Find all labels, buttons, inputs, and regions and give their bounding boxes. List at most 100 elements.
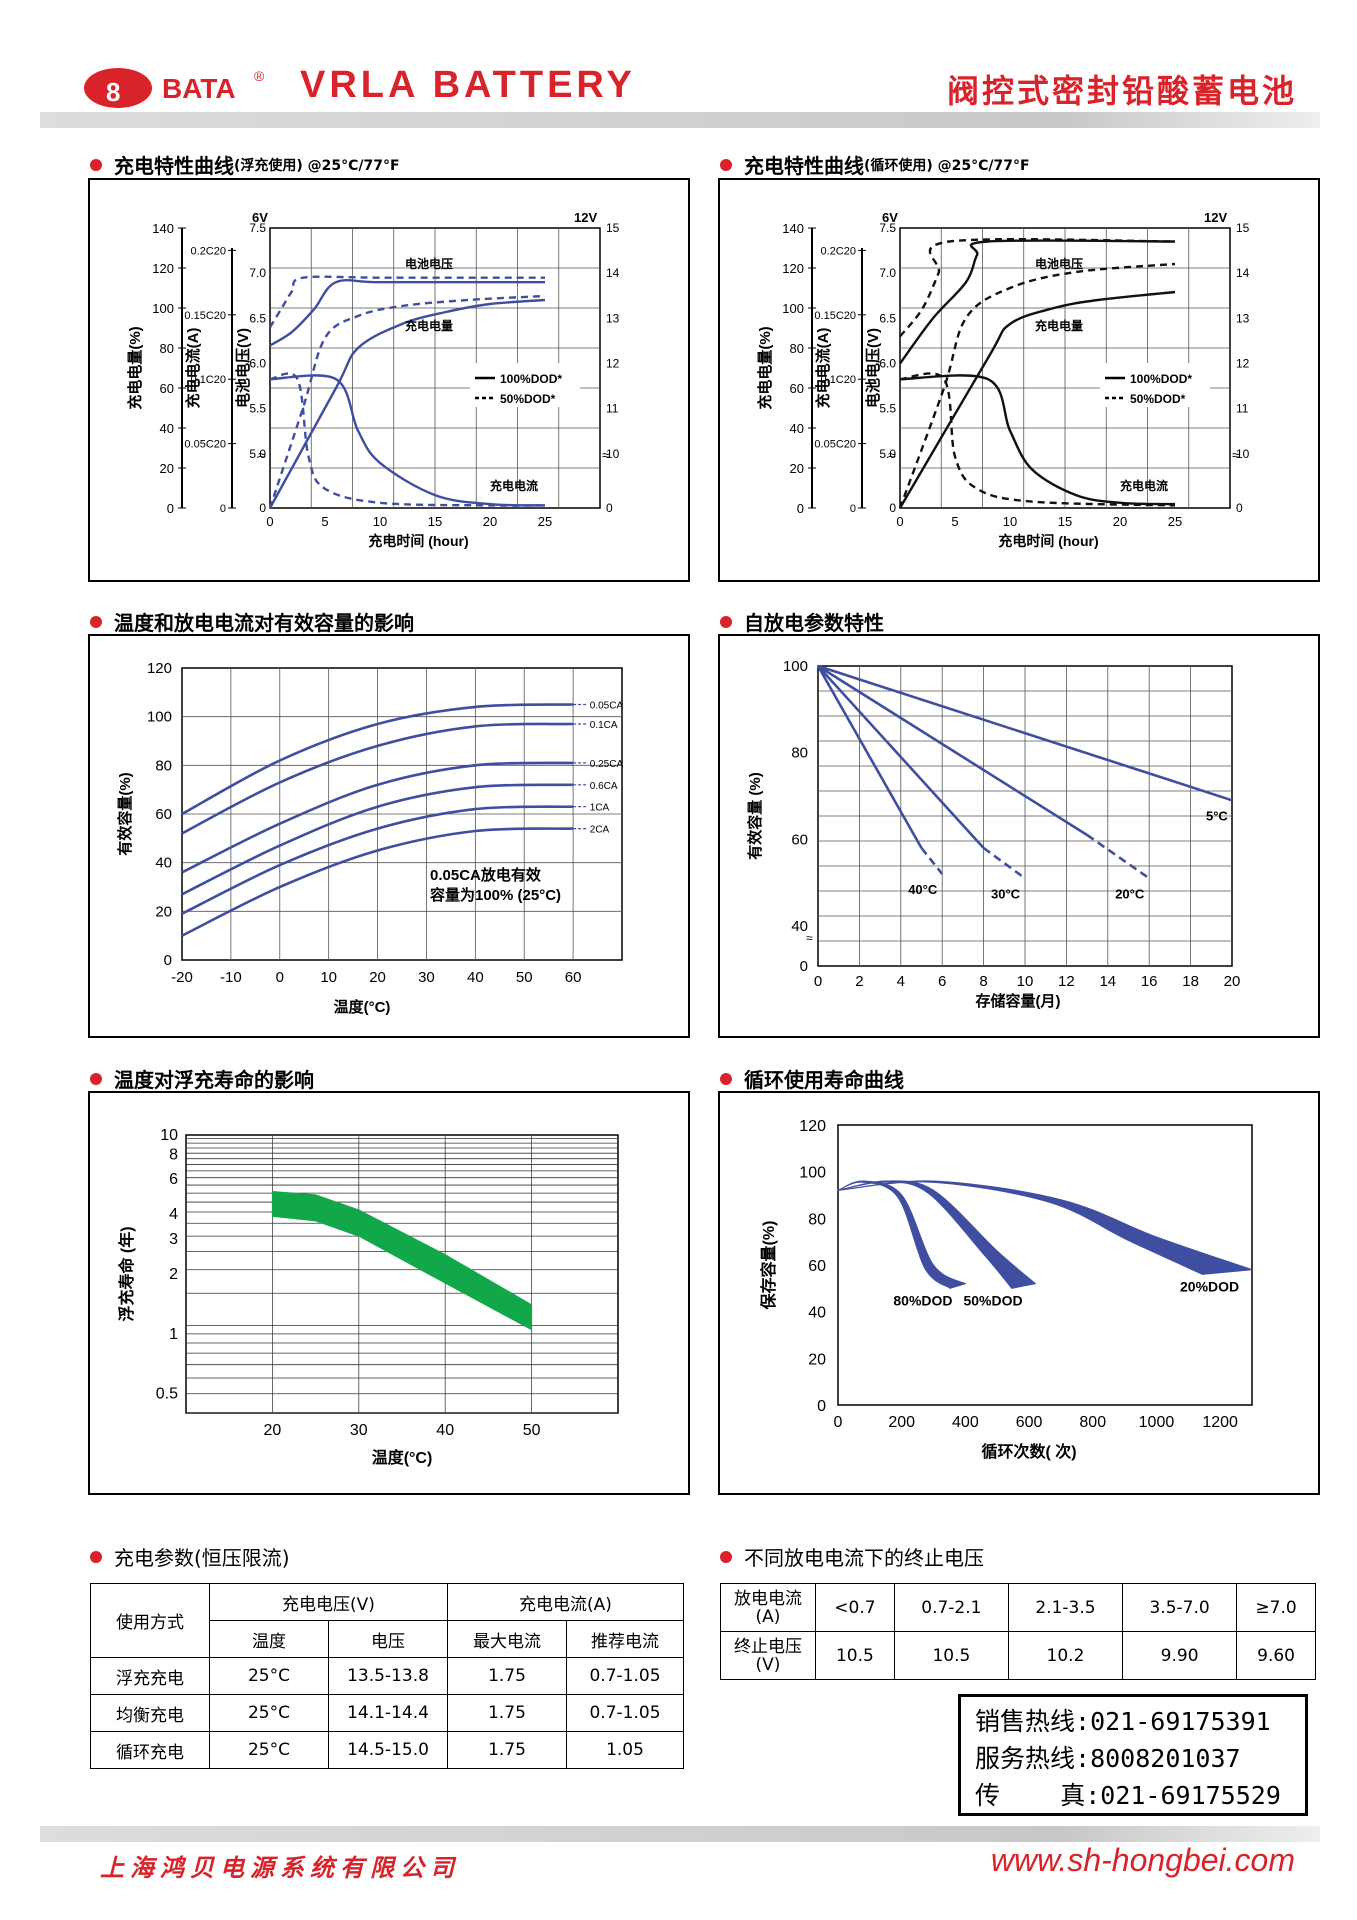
y-tick-label: 7.0 [879, 266, 896, 280]
cell-voltage: 9.60 [1236, 1631, 1316, 1680]
x-tick-label: 200 [888, 1414, 915, 1431]
v6-label: 6V [252, 210, 268, 225]
x-tick-label: 60 [565, 969, 582, 986]
y-tick-label: 20 [155, 903, 172, 920]
table-row: 均衡充电 25°C 14.1-14.4 1.75 0.7-1.05 [90, 1694, 684, 1732]
series-label: 20°C [1115, 886, 1145, 901]
th-rec-current: 推荐电流 [566, 1620, 684, 1658]
y-axis-title: 保存容量(%) [759, 1221, 778, 1311]
x-tick-label: 2 [855, 973, 863, 990]
cell-temp: 25°C [209, 1694, 329, 1732]
y-tick-label: 0 [606, 501, 613, 515]
cell-temp: 25°C [209, 1731, 329, 1769]
series-line [181, 703, 574, 816]
x-tick-label: 0 [266, 514, 273, 529]
x-tick-label: 50 [516, 969, 533, 986]
series-label: 0.25CA [590, 759, 624, 770]
chart-note: 0.05CA放电有效 [430, 866, 542, 884]
cell-current: 3.5-7.0 [1122, 1583, 1238, 1632]
table-row: 放电电流 (A) <0.7 0.7-2.1 2.1-3.5 3.5-7.0 ≥7.… [720, 1583, 1316, 1632]
y-tick-label: 40 [160, 421, 174, 436]
y-tick-label: 0 [1236, 501, 1243, 515]
service-hotline: 服务热线:8008201037 [975, 1744, 1241, 1773]
footer-company: 上海鸿贝电源系统有限公司 [100, 1853, 460, 1882]
fax-line: 传 真:021-69175529 [975, 1781, 1281, 1810]
y-axis-title: 浮充寿命 (年) [117, 1226, 136, 1321]
series-line [269, 372, 546, 507]
y-tick-label: 140 [782, 221, 804, 236]
y-tick-label: 120 [152, 261, 174, 276]
x-axis-title: 温度(°C) [334, 998, 391, 1016]
y-tick-label: 40 [808, 1305, 826, 1322]
section-title-float-life: 温度对浮充寿命的影响 [90, 1064, 314, 1093]
chart-panel-float-charge: 0 20 40 60 80 100 120 140 0 0.05C20 0.1C20 0.15C20 0… [88, 178, 690, 582]
x-tick-label: 20 [1113, 514, 1127, 529]
y-tick-label: 1 [169, 1326, 178, 1343]
section-title-cycle-life: 循环使用寿命曲线 [720, 1064, 904, 1093]
cell-current: 0.7-2.1 [893, 1583, 1009, 1632]
y-tick-label: 140 [152, 221, 174, 236]
brand-logo: 8 BATA ® [84, 62, 394, 116]
legend-label: 50%DOD* [1130, 392, 1186, 406]
series-line [899, 237, 1176, 338]
series-label: 20%DOD [1180, 1279, 1239, 1295]
axis-break-icon: ≈ [806, 931, 813, 945]
x-tick-label: -20 [171, 969, 193, 986]
sales-hotline: 销售热线:021-69175391 [975, 1707, 1271, 1736]
chart-panel-cycle-charge: 0 20 40 60 80 100 120 140 0 0.05C20 0.1C20 0.15C20 0… [718, 178, 1320, 582]
y-tick-label: 5.5 [249, 402, 266, 416]
life-band [837, 1180, 967, 1289]
y-tick-label: 11 [606, 402, 619, 416]
y-tick-label: 0 [850, 503, 856, 515]
chart-float-life: 20 30 40 50 0.5 1 2 3 4 6 8 10 温度(°C) 浮充寿命 (年) [117, 1127, 619, 1467]
x-tick-label: 400 [952, 1414, 979, 1431]
y-tick-label: 2 [169, 1266, 178, 1283]
series-line [181, 783, 574, 896]
header-title-cn: 阀控式密封铅酸蓄电池 [946, 72, 1297, 110]
legend-label: 50%DOD* [500, 392, 556, 406]
th-discharge-current: 放电电流 (A) [720, 1583, 816, 1632]
y-tick-label: 80 [790, 341, 804, 356]
th-charge-voltage: 充电电压(V) [209, 1583, 448, 1621]
x-tick-label: 10 [1017, 973, 1034, 990]
cell-volt: 14.1-14.4 [328, 1694, 448, 1732]
chart-float-charge: 02040608010012014000.05C200.1C200.15C200… [126, 210, 620, 549]
th-mode: 使用方式 [90, 1583, 210, 1658]
y-axis-title: 电池电压(V) [234, 328, 252, 408]
annotation-label: 充电电量 [1035, 318, 1083, 333]
x-tick-label: 20 [264, 1422, 282, 1439]
y-axis-title: 有效容量(%) [116, 772, 134, 855]
y-tick-label: 20 [808, 1351, 826, 1368]
y-tick-label: 60 [790, 381, 804, 396]
x-tick-label: 8 [979, 973, 987, 990]
footer-bar [40, 1826, 1320, 1842]
cell-voltage: 10.2 [1007, 1631, 1124, 1680]
v6-label: 6V [882, 210, 898, 225]
y-tick-label: 7.5 [249, 221, 266, 235]
series-line [816, 665, 923, 849]
y-tick-label: 0 [797, 501, 804, 516]
y-tick-label: 12 [1236, 356, 1250, 370]
series-line [898, 262, 1176, 509]
y-tick-label: 100 [147, 709, 172, 726]
series-label: 0.05CA [590, 701, 624, 712]
y-axis-title: 充电电流(A) [814, 328, 832, 409]
th-charge-current: 充电电流(A) [447, 1583, 684, 1621]
series-line [181, 805, 574, 915]
y-tick-label: 60 [160, 381, 174, 396]
x-tick-label: 1200 [1202, 1414, 1238, 1431]
x-axis-title: 温度(°C) [371, 1448, 433, 1467]
series-line-dashed [920, 847, 944, 875]
cell-rec: 0.7-1.05 [566, 1694, 684, 1732]
series-line [899, 372, 1176, 507]
cell-mode: 均衡充电 [90, 1694, 210, 1732]
x-tick-label: 6 [938, 973, 946, 990]
y-tick-label: 3 [169, 1231, 178, 1248]
y-tick-label: 6.5 [249, 311, 266, 325]
footer-url[interactable]: www.sh-hongbei.com [990, 1842, 1295, 1878]
y-tick-label: 15 [1236, 221, 1250, 235]
x-tick-label: 12 [1058, 973, 1075, 990]
y-tick-label: 100 [799, 1165, 826, 1182]
series-label: 40°C [908, 882, 938, 897]
axis-break-icon: ≈ [888, 447, 896, 463]
